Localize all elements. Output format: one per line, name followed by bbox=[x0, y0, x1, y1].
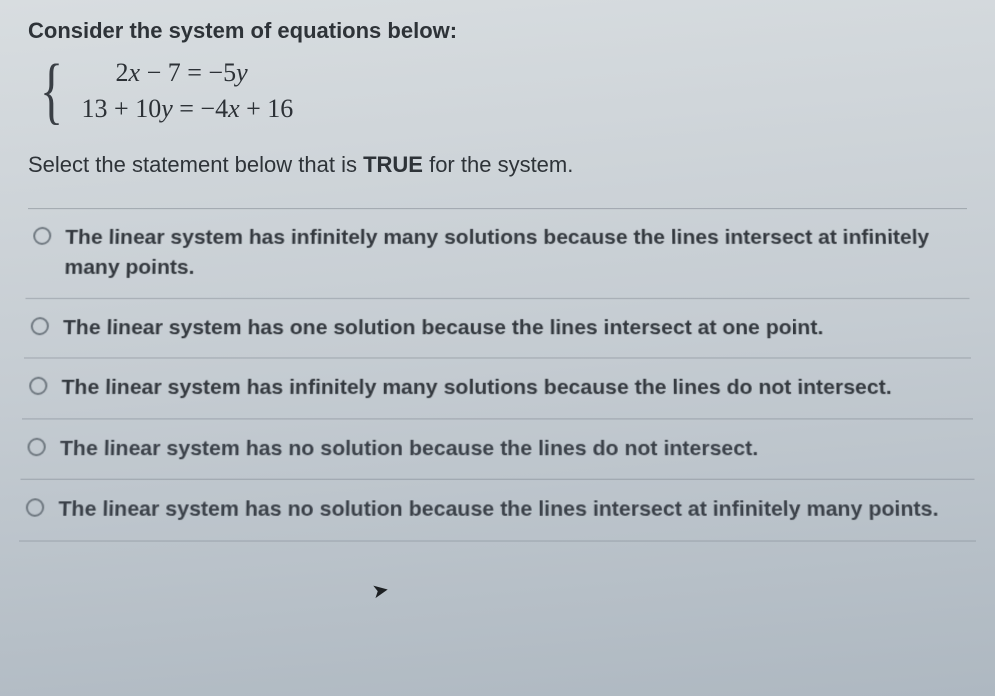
cursor-icon: ➤ bbox=[370, 577, 391, 605]
radio-icon bbox=[31, 317, 50, 335]
eq2-part: = −4 bbox=[173, 94, 228, 123]
prompt-suffix: for the system. bbox=[423, 152, 573, 177]
radio-icon bbox=[33, 227, 52, 245]
option-text: The linear system has one solution becau… bbox=[63, 313, 824, 344]
prompt-prefix: Select the statement below that is bbox=[28, 152, 363, 177]
eq2-var-x: x bbox=[228, 94, 240, 123]
question-intro: Consider the system of equations below: bbox=[28, 18, 967, 44]
eq1-part: − 7 = −5 bbox=[140, 58, 236, 87]
equation-2: 13 + 10y = −4x + 16 bbox=[82, 94, 294, 124]
prompt-true: TRUE bbox=[363, 152, 423, 177]
option-1[interactable]: The linear system has infinitely many so… bbox=[26, 209, 970, 299]
equation-stack: 2x − 7 = −5y 13 + 10y = −4x + 16 bbox=[82, 58, 294, 124]
eq2-part: + 16 bbox=[240, 94, 294, 123]
radio-icon bbox=[26, 498, 45, 517]
option-4[interactable]: The linear system has no solution becaus… bbox=[21, 419, 975, 480]
option-2[interactable]: The linear system has one solution becau… bbox=[24, 299, 971, 359]
eq1-part: 2 bbox=[116, 58, 129, 87]
radio-icon bbox=[29, 377, 48, 395]
options-list: The linear system has infinitely many so… bbox=[19, 208, 976, 541]
option-text: The linear system has no solution becaus… bbox=[60, 433, 759, 464]
option-text: The linear system has infinitely many so… bbox=[64, 223, 963, 284]
option-text: The linear system has no solution becaus… bbox=[58, 494, 939, 525]
equation-system: { 2x − 7 = −5y 13 + 10y = −4x + 16 bbox=[40, 58, 967, 124]
question-prompt: Select the statement below that is TRUE … bbox=[28, 152, 967, 178]
eq2-part: 13 + 10 bbox=[82, 94, 162, 123]
radio-icon bbox=[27, 438, 46, 456]
option-3[interactable]: The linear system has infinitely many so… bbox=[22, 359, 973, 419]
eq1-var-y: y bbox=[236, 58, 248, 87]
eq1-var-x: x bbox=[129, 58, 141, 87]
eq2-var-y: y bbox=[161, 94, 173, 123]
option-text: The linear system has infinitely many so… bbox=[61, 373, 892, 404]
option-5[interactable]: The linear system has no solution becaus… bbox=[19, 480, 976, 541]
left-brace: { bbox=[40, 60, 63, 122]
equation-1: 2x − 7 = −5y bbox=[82, 58, 294, 88]
